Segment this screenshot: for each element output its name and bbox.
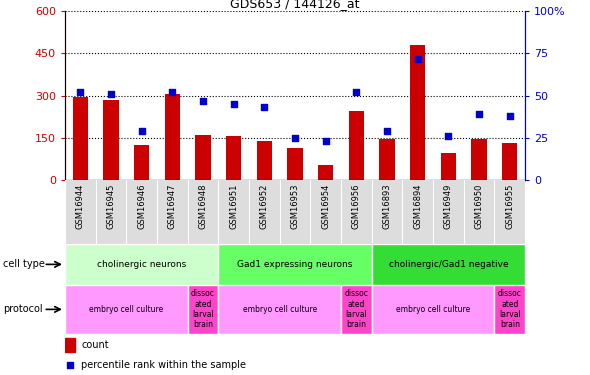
Bar [410,45,425,180]
Text: GSM16947: GSM16947 [168,183,177,229]
Point [137,128,146,134]
Bar [188,285,218,334]
Point [444,133,453,139]
Text: GSM16948: GSM16948 [198,183,208,229]
Bar [73,97,88,180]
Bar [65,244,218,285]
Title: GDS653 / 144126_at: GDS653 / 144126_at [230,0,360,10]
Text: cholinergic neurons: cholinergic neurons [97,260,186,269]
Text: GSM16951: GSM16951 [229,183,238,228]
Text: GSM16953: GSM16953 [290,183,300,229]
Text: embryo cell culture: embryo cell culture [242,305,317,314]
Bar [257,141,272,180]
Text: GSM16944: GSM16944 [76,183,85,228]
Point [382,128,392,134]
Bar [494,285,525,334]
Point [76,89,85,95]
Bar [441,153,456,180]
Point [65,362,75,368]
Text: GSM16893: GSM16893 [382,183,392,229]
Text: GSM16954: GSM16954 [321,183,330,228]
Text: embryo cell culture: embryo cell culture [89,305,163,314]
Bar [502,144,517,180]
Text: GSM16945: GSM16945 [106,183,116,228]
Bar [226,136,241,180]
Bar [471,139,487,180]
Point [474,111,484,117]
Bar [65,285,188,334]
Text: protocol: protocol [3,304,42,314]
Text: dissoc
ated
larval
brain: dissoc ated larval brain [345,289,368,330]
Bar [195,135,211,180]
Bar [379,139,395,180]
Point [321,138,330,144]
Text: cholinergic/Gad1 negative: cholinergic/Gad1 negative [389,260,508,269]
Point [352,89,361,95]
Bar [165,94,180,180]
Bar [287,148,303,180]
Text: GSM16894: GSM16894 [413,183,422,229]
Point [413,56,422,62]
Bar [372,285,494,334]
Bar [218,244,372,285]
Bar [134,145,149,180]
Text: percentile rank within the sample: percentile rank within the sample [81,360,246,370]
Text: GSM16946: GSM16946 [137,183,146,229]
Point [229,101,238,107]
Bar [65,338,75,352]
Text: GSM16952: GSM16952 [260,183,269,228]
Text: GSM16949: GSM16949 [444,183,453,228]
Text: dissoc
ated
larval
brain: dissoc ated larval brain [191,289,215,330]
Bar [349,111,364,180]
Text: GSM16956: GSM16956 [352,183,361,229]
Text: GSM16955: GSM16955 [505,183,514,228]
Point [260,104,269,110]
Point [198,98,208,104]
Text: cell type: cell type [3,260,45,269]
Text: embryo cell culture: embryo cell culture [396,305,470,314]
Text: dissoc
ated
larval
brain: dissoc ated larval brain [498,289,522,330]
Point [106,91,116,97]
Text: count: count [81,340,109,350]
Bar [372,244,525,285]
Point [168,89,177,95]
Bar [103,100,119,180]
Bar [318,165,333,180]
Bar [218,285,341,334]
Point [505,113,514,119]
Point [290,135,300,141]
Text: Gad1 expressing neurons: Gad1 expressing neurons [237,260,353,269]
Bar [341,285,372,334]
Text: GSM16950: GSM16950 [474,183,484,228]
